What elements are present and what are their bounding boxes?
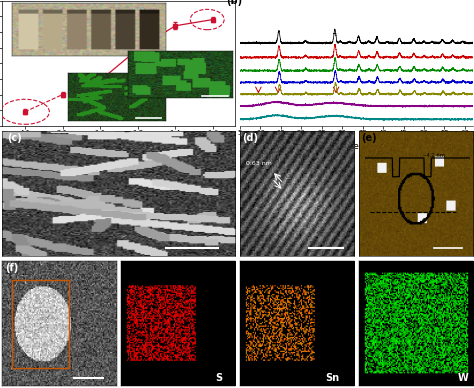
Text: S: S xyxy=(215,373,222,383)
Text: (f): (f) xyxy=(5,263,18,274)
X-axis label: SnBr₂:Na₂WO₄: SnBr₂:Na₂WO₄ xyxy=(89,142,148,151)
Bar xyxy=(12,281,69,368)
Text: W: W xyxy=(458,373,469,383)
Text: Sn: Sn xyxy=(326,373,340,383)
Text: (b): (b) xyxy=(226,0,242,6)
Text: (e): (e) xyxy=(361,133,377,144)
X-axis label: 2θ (degree): 2θ (degree) xyxy=(332,142,381,151)
Text: (c): (c) xyxy=(7,133,22,144)
Text: (d): (d) xyxy=(242,133,258,144)
Text: 0.63 nm: 0.63 nm xyxy=(246,161,272,166)
